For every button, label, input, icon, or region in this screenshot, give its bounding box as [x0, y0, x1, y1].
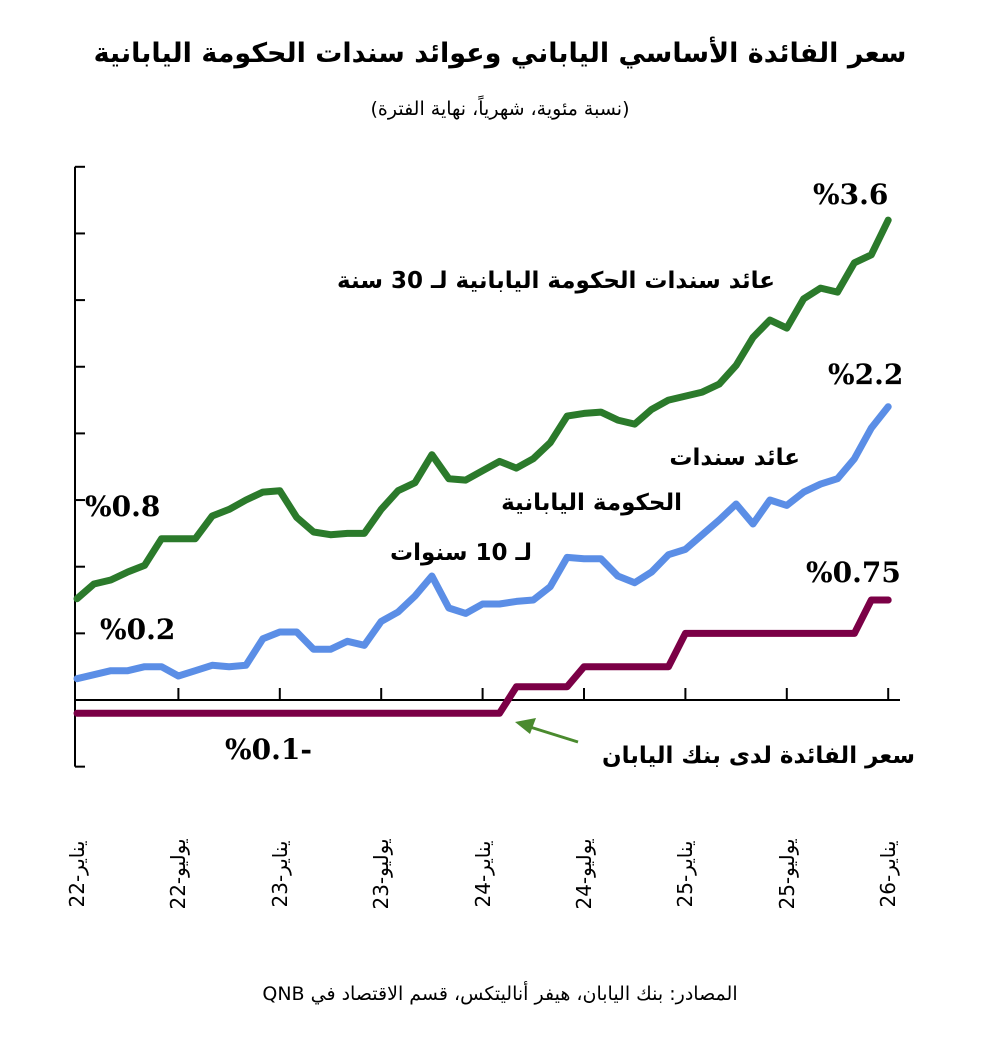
label-jgb30-end: %3.6	[813, 178, 889, 211]
label-jgb10-line2: الحكومة اليابانية	[501, 490, 682, 516]
label-jgb10-start: %0.2	[100, 613, 176, 646]
x-tick-label: يناير-25	[673, 840, 698, 908]
label-jgb30-start: %0.8	[85, 490, 161, 523]
label-jgb30-series: عائد سندات الحكومة اليابانية لـ 30 سنة	[337, 268, 775, 294]
label-boj-start: %0.1-	[225, 733, 312, 766]
arrow-shaft	[529, 725, 579, 744]
label-jgb10-end: %2.2	[828, 358, 904, 391]
x-tick-label: يناير-24	[470, 840, 495, 908]
label-boj-series: سعر الفائدة لدى بنك اليابان	[601, 743, 915, 769]
chart-subtitle: (نسبة مئوية، شهرياً، نهاية الفترة)	[370, 98, 630, 120]
axes	[74, 165, 900, 768]
label-boj-end: %0.75	[806, 556, 901, 589]
arrow-icon	[515, 718, 579, 744]
series-boj-rate-line	[73, 596, 892, 717]
x-tick-label: يوليو-24	[572, 838, 596, 910]
x-tick-label: يناير-22	[65, 840, 89, 908]
label-jgb10-line1: عائد سندات	[669, 445, 800, 471]
series-jgb30-line	[73, 216, 892, 603]
chart-title: سعر الفائدة الأساسي الياباني وعوائد سندا…	[93, 38, 907, 69]
x-tick-label: يناير-23	[267, 840, 292, 908]
series-lines	[73, 216, 892, 717]
source-note: المصادر: بنك اليابان، هيفر أناليتكس، قسم…	[262, 983, 738, 1005]
x-tick-label: يوليو-25	[774, 838, 799, 910]
x-tick-label: يناير-26	[876, 840, 901, 908]
x-tick-label: يوليو-23	[369, 838, 394, 910]
series-jgb10-line	[73, 403, 892, 683]
x-tick-label: يوليو-22	[166, 838, 191, 910]
arrow-head	[515, 718, 536, 734]
label-jgb10-line3: لـ 10 سنوات	[390, 540, 532, 566]
